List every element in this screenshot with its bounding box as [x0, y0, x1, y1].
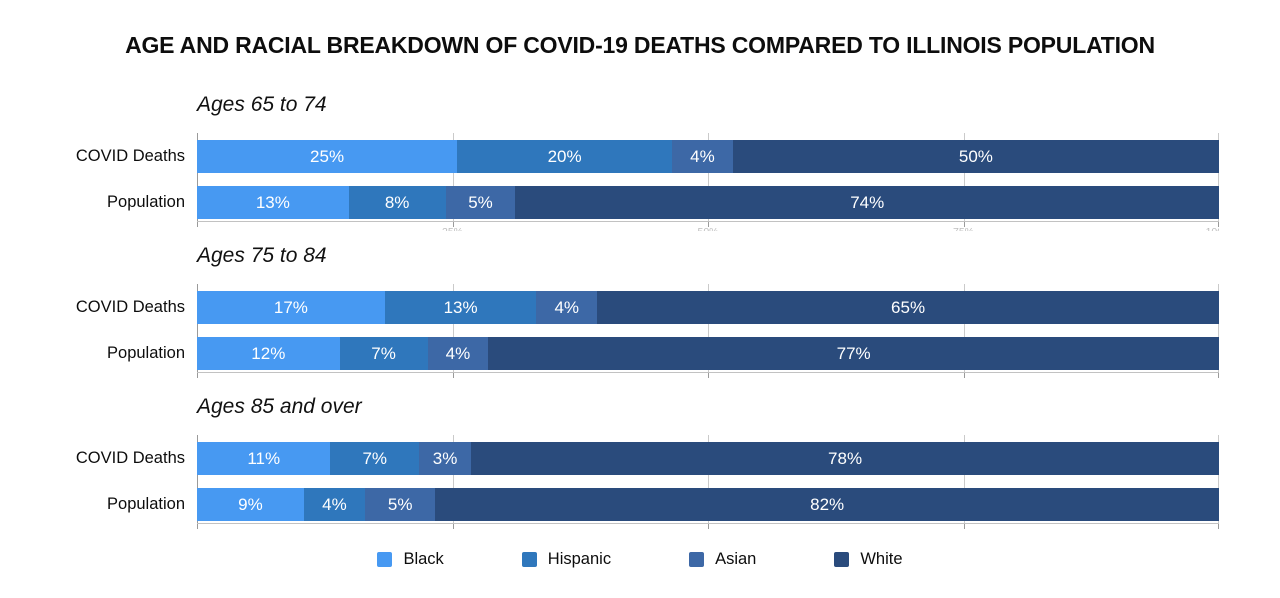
bar-segment-black: 9%	[197, 488, 304, 521]
axis-tick	[963, 373, 965, 378]
gridline	[963, 133, 965, 222]
y-axis-line	[197, 133, 198, 222]
axis-tick	[963, 222, 965, 227]
row-label: Population	[107, 193, 185, 211]
legend-label: Hispanic	[547, 550, 612, 568]
gridline	[708, 284, 709, 373]
bar-segment-black: 11%	[197, 442, 331, 475]
age-group-title: Ages 75 to 84	[197, 244, 327, 267]
axis-tick	[197, 524, 198, 529]
stacked-bar-row: Population 9% 4% 5% 82%	[107, 488, 1219, 521]
bar-segment-white: 82%	[435, 488, 1219, 521]
axis-tick	[197, 373, 198, 378]
x-axis-baseline	[197, 221, 1219, 222]
bar-segment-black: 25%	[197, 140, 458, 173]
bar-segment-hispanic: 20%	[457, 140, 673, 173]
bar-segment-white: 77%	[488, 337, 1219, 370]
plot-area: COVID Deaths 11% 7% 3% 78% Population 9% 4% 5% 82…	[76, 435, 1219, 529]
x-axis-baseline	[197, 523, 1219, 524]
bar-segment-black: 17%	[197, 291, 385, 324]
legend-swatch-hispanic	[521, 552, 537, 567]
bar-segment-hispanic: 4%	[303, 488, 365, 521]
gridline	[452, 284, 454, 373]
bar-segment-hispanic: 7%	[330, 442, 420, 475]
plot-area: COVID Deaths 25% 20% 4% 50% Population 13% 8% 5%…	[76, 133, 1219, 231]
bar-segment-hispanic: 8%	[348, 186, 446, 219]
age-group: Ages 75 to 84 COVID Deaths 17% 13% 4% 65% Popu…	[0, 244, 1280, 378]
gridline	[708, 435, 709, 524]
gridline	[452, 133, 454, 222]
legend-label: Black	[403, 550, 444, 568]
bar-segment-asian: 3%	[419, 442, 472, 475]
x-axis-tick-label: 100%	[1206, 227, 1219, 231]
charts: Ages 65 to 74 COVID Deaths 25% 20% 4% 50% Popu…	[0, 93, 1280, 529]
bar-segment-white: 65%	[597, 291, 1219, 324]
age-group: Ages 85 and over COVID Deaths 11% 7% 3% 78% Po…	[0, 395, 1280, 529]
legend-item-white: White	[834, 550, 903, 569]
age-group-title: Ages 85 and over	[197, 395, 362, 418]
gridline	[963, 435, 965, 524]
age-group-title: Ages 65 to 74	[197, 93, 327, 116]
gridline	[1218, 133, 1219, 222]
legend-swatch-black	[377, 552, 393, 567]
bar-segment-hispanic: 13%	[384, 291, 537, 324]
row-label: COVID Deaths	[75, 298, 185, 316]
axis-tick	[1218, 373, 1219, 378]
bar-segment-black: 12%	[197, 337, 340, 370]
y-axis-line	[197, 435, 198, 524]
axis-tick	[708, 373, 709, 378]
gridline	[708, 133, 709, 222]
x-axis-tick-label: 50%	[697, 227, 718, 231]
legend-item-asian: Asian	[689, 550, 756, 569]
axis-tick	[452, 373, 454, 378]
row-label: COVID Deaths	[75, 147, 185, 165]
stacked-bar-row: COVID Deaths 25% 20% 4% 50%	[76, 140, 1219, 173]
gridline	[1218, 435, 1219, 524]
axis-tick	[452, 222, 454, 227]
bar-segment-asian: 4%	[536, 291, 598, 324]
bar-segment-white: 50%	[732, 140, 1219, 173]
bar-segment-black: 13%	[197, 186, 349, 219]
row-label: COVID Deaths	[75, 449, 185, 467]
axis-tick	[197, 222, 198, 227]
bar-segment-hispanic: 7%	[339, 337, 428, 370]
legend-label: Asian	[715, 550, 757, 568]
axis-tick	[708, 222, 709, 227]
legend-label: White	[860, 550, 903, 568]
y-axis-line	[197, 284, 198, 373]
bar-segment-asian: 5%	[365, 488, 436, 521]
x-axis-tick-label: 25%	[442, 227, 463, 231]
stacked-bar-row: Population 13% 8% 5% 74%	[107, 186, 1219, 219]
chart-title: AGE AND RACIAL BREAKDOWN OF COVID-19 DEA…	[125, 32, 1155, 58]
row-label: Population	[107, 344, 185, 362]
bar-segment-asian: 4%	[672, 140, 733, 173]
gridline	[1218, 284, 1219, 373]
stacked-bar-row: COVID Deaths 11% 7% 3% 78%	[76, 442, 1219, 475]
legend-swatch-asian	[689, 552, 705, 567]
x-axis-tick-labels: 25% 50% 75% 100%	[197, 227, 1219, 231]
bar-segment-white: 78%	[471, 442, 1219, 475]
age-group: Ages 65 to 74 COVID Deaths 25% 20% 4% 50% Popu…	[0, 93, 1280, 231]
plot-area: COVID Deaths 17% 13% 4% 65% Population 12% 7% 4%…	[76, 284, 1219, 378]
legend-item-hispanic: Hispanic	[521, 550, 612, 569]
x-axis-baseline	[197, 372, 1219, 373]
stacked-bar-row: Population 12% 7% 4% 77%	[107, 337, 1219, 370]
bar-segment-asian: 4%	[427, 337, 489, 370]
bar-segment-asian: 5%	[445, 186, 516, 219]
gridline	[963, 284, 965, 373]
x-axis-tick-label: 75%	[953, 227, 974, 231]
row-label: Population	[107, 495, 185, 513]
stacked-bar-row: COVID Deaths 17% 13% 4% 65%	[76, 291, 1219, 324]
legend-item-black: Black	[377, 550, 444, 569]
axis-tick	[963, 524, 965, 529]
axis-tick	[1218, 524, 1219, 529]
axis-tick	[1218, 222, 1219, 227]
bar-segment-white: 74%	[515, 186, 1219, 219]
axis-tick	[452, 524, 454, 529]
legend-swatch-white	[834, 552, 850, 567]
axis-tick	[708, 524, 709, 529]
legend: Black Hispanic Asian White	[0, 550, 1280, 569]
gridline	[452, 435, 454, 524]
